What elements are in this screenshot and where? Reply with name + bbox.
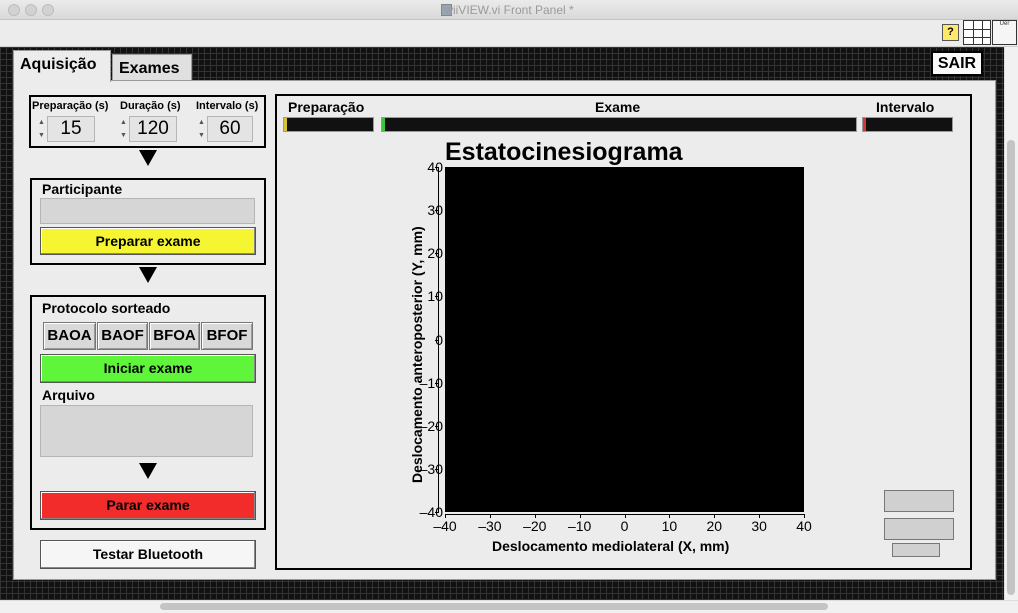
duracao-label: Duração (s) <box>120 100 181 112</box>
arrow-down-icon <box>139 150 157 166</box>
y-tick-label: –10 <box>419 374 443 391</box>
y-tick-mark <box>435 339 439 341</box>
x-tick-label: 40 <box>796 518 812 534</box>
window-title: wiiVIEW.vi Front Panel * <box>444 3 574 17</box>
tab-exames[interactable]: Exames <box>112 54 192 82</box>
tab-aquisicao[interactable]: Aquisição <box>13 50 111 82</box>
y-tick-mark <box>435 210 439 212</box>
x-tick-label: –10 <box>567 518 592 534</box>
arquivo-label: Arquivo <box>42 387 95 403</box>
progress-exame-fill <box>382 118 385 131</box>
graph-scale-palette-x[interactable] <box>884 490 954 512</box>
progress-exame-bar <box>381 117 857 132</box>
intervalo-numeric[interactable]: ▲ ▼ 60 <box>197 116 253 142</box>
progress-intervalo-fill <box>863 118 866 131</box>
parar-exame-button[interactable]: Parar exame <box>40 491 256 520</box>
zoom-window-button[interactable] <box>42 4 54 16</box>
x-tick-mark <box>489 514 491 518</box>
progress-preparacao-label: Preparação <box>288 99 365 115</box>
x-tick-mark <box>759 514 761 518</box>
y-tick-mark <box>435 512 439 513</box>
y-tick-label: –30 <box>419 460 443 477</box>
vi-file-icon <box>441 4 452 16</box>
preparacao-value[interactable]: 15 <box>47 116 95 142</box>
vi-icon[interactable]: Uer <box>992 20 1017 45</box>
sair-button[interactable]: SAIR <box>931 51 983 76</box>
y-tick-mark <box>435 468 439 470</box>
x-tick-mark <box>714 514 716 518</box>
duracao-numeric[interactable]: ▲ ▼ 120 <box>119 116 177 142</box>
x-tick-mark <box>669 514 671 518</box>
x-tick-label: 20 <box>706 518 723 534</box>
labview-toolbar <box>0 20 1018 47</box>
participante-input[interactable] <box>40 198 255 224</box>
progress-preparacao-fill <box>284 118 287 131</box>
increment-decrement-arrows[interactable]: ▲ ▼ <box>38 119 45 139</box>
y-tick-mark <box>435 382 439 384</box>
arrow-down-icon <box>139 463 157 479</box>
protocolo-bfoa-button[interactable]: BFOA <box>149 322 200 350</box>
x-axis-label: Deslocamento mediolateral (X, mm) <box>492 538 730 554</box>
x-tick-mark <box>624 514 626 518</box>
y-tick-label: –20 <box>419 417 443 434</box>
protocolo-label: Protocolo sorteado <box>42 300 171 316</box>
duracao-value[interactable]: 120 <box>129 116 177 142</box>
y-tick-label: 0 <box>435 331 443 348</box>
x-tick-label: 0 <box>620 518 629 534</box>
progress-intervalo-label: Intervalo <box>876 99 935 115</box>
xy-graph-plot-area <box>445 167 804 512</box>
arquivo-field[interactable] <box>40 405 253 457</box>
horizontal-scrollbar-thumb[interactable] <box>160 603 828 610</box>
x-tick-label: –30 <box>478 518 502 534</box>
x-tick-label: 10 <box>661 518 678 534</box>
progress-intervalo-bar <box>862 117 953 132</box>
minimize-window-button[interactable] <box>25 4 37 16</box>
context-help-icon[interactable]: ? <box>942 24 959 41</box>
y-tick-mark <box>435 253 439 255</box>
intervalo-label: Intervalo (s) <box>196 100 259 112</box>
protocolo-baof-button[interactable]: BAOF <box>97 322 148 350</box>
y-tick-mark <box>435 425 439 427</box>
x-tick-label: 30 <box>751 518 767 534</box>
x-tick-label: –20 <box>523 518 547 534</box>
y-tick-mark <box>435 296 439 298</box>
x-tick-mark <box>804 514 805 518</box>
x-tick-mark <box>534 514 536 518</box>
iniciar-exame-button[interactable]: Iniciar exame <box>40 354 256 383</box>
close-window-button[interactable] <box>8 4 20 16</box>
progress-preparacao-bar <box>283 117 374 132</box>
intervalo-value[interactable]: 60 <box>207 116 253 142</box>
vertical-scrollbar-thumb[interactable] <box>1007 140 1015 595</box>
participante-label: Participante <box>42 181 123 197</box>
preparacao-label: Preparação (s) <box>32 100 109 112</box>
x-tick-mark <box>579 514 581 518</box>
testar-bluetooth-button[interactable]: Testar Bluetooth <box>40 540 256 569</box>
progress-exame-label: Exame <box>595 99 641 115</box>
window-title-bar <box>0 0 1018 20</box>
protocolo-baoa-button[interactable]: BAOA <box>43 322 96 350</box>
graph-scale-palette-y[interactable] <box>884 518 954 540</box>
chart-title: Estatocinesiograma <box>445 138 683 166</box>
preparar-exame-button[interactable]: Preparar exame <box>40 227 256 255</box>
protocolo-bfof-button[interactable]: BFOF <box>201 322 253 350</box>
y-tick-label: –40 <box>419 504 443 520</box>
graph-zoom-pan-palette[interactable] <box>892 543 940 557</box>
increment-decrement-arrows[interactable]: ▲ ▼ <box>198 119 205 139</box>
increment-decrement-arrows[interactable]: ▲ ▼ <box>120 119 127 139</box>
preparacao-numeric[interactable]: ▲ ▼ 15 <box>37 116 95 142</box>
connector-pane-icon[interactable] <box>963 20 991 45</box>
x-tick-label: –40 <box>433 518 457 534</box>
x-tick-mark <box>445 514 446 518</box>
y-axis-label: Deslocamento anteroposterior (Y, mm) <box>409 226 425 483</box>
y-tick-mark <box>435 167 439 168</box>
arrow-down-icon <box>139 267 157 283</box>
